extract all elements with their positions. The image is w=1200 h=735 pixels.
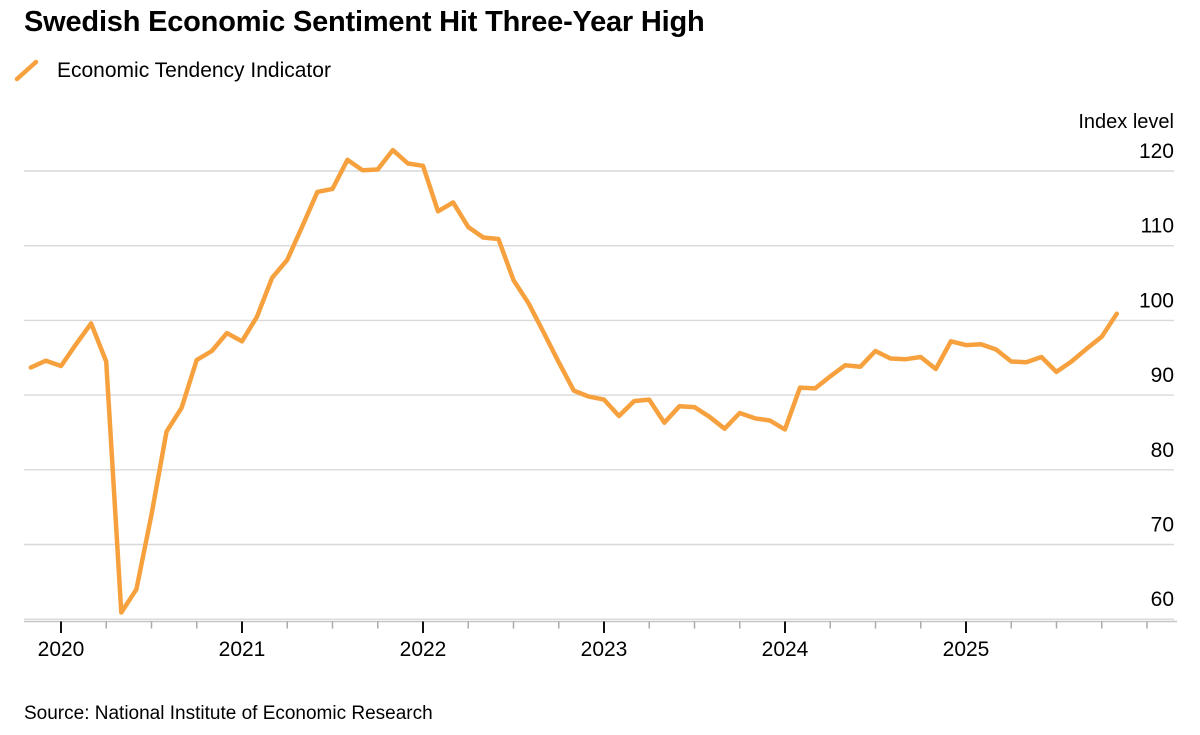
line-swatch-icon [14, 59, 39, 82]
y-tick-label: 100 [1139, 289, 1174, 312]
y-tick-label: 110 [1141, 215, 1174, 238]
x-tick-label: 2020 [38, 638, 85, 661]
source-note: Source: National Institute of Economic R… [24, 703, 433, 724]
x-tick-label: 2025 [943, 638, 990, 661]
y-tick-label: 90 [1151, 364, 1174, 387]
legend: Economic Tendency Indicator [14, 57, 331, 85]
x-tick-label: 2024 [762, 638, 809, 661]
data-line-economic-tendency-indicator [28, 147, 1120, 615]
x-tick-label: 2021 [219, 638, 266, 661]
legend-label: Economic Tendency Indicator [57, 59, 331, 82]
y-tick-label: 120 [1139, 140, 1174, 163]
y-tick-label: 60 [1151, 588, 1174, 611]
y-tick-label: 80 [1151, 439, 1174, 462]
y-tick-label: 70 [1151, 514, 1174, 537]
chart-title: Swedish Economic Sentiment Hit Three-Yea… [24, 6, 705, 38]
y-axis-title: Index level [1078, 111, 1174, 133]
x-tick-label: 2022 [400, 638, 447, 661]
x-tick-label: 2023 [581, 638, 628, 661]
